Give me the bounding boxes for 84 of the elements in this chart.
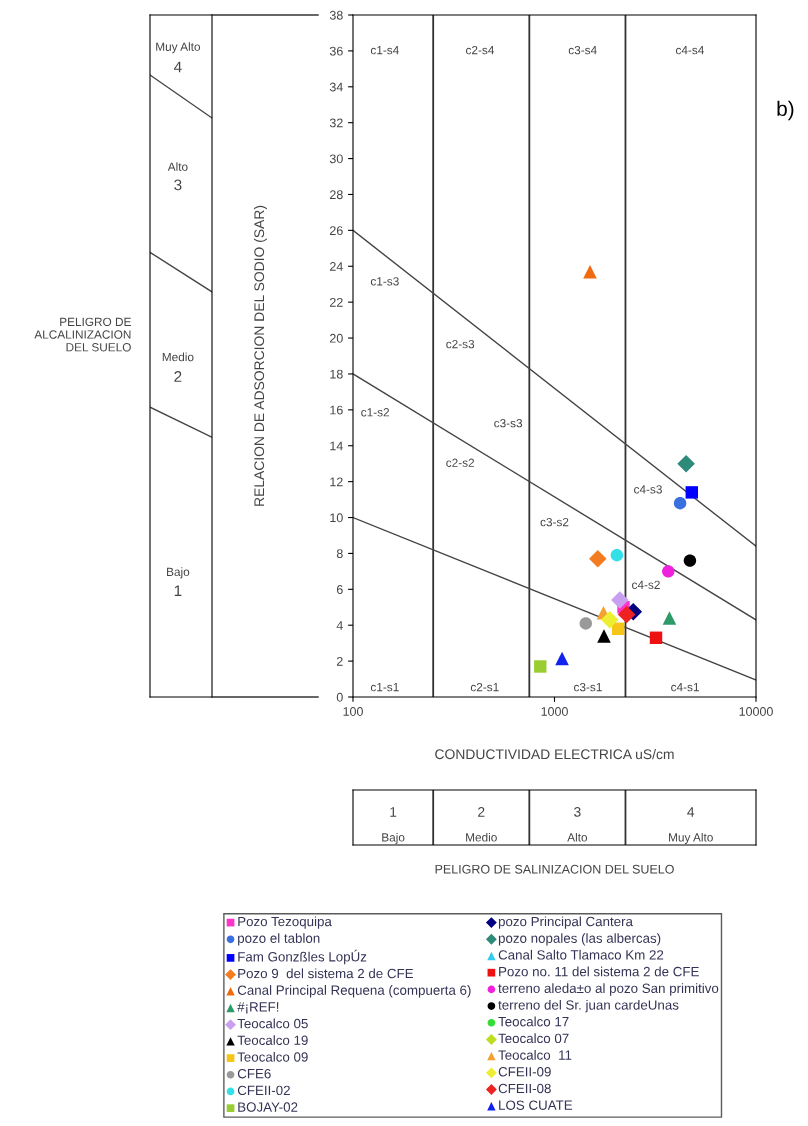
- text: Muy Alto: [156, 42, 201, 54]
- text: 2: [478, 806, 485, 817]
- legend-label: terreno aleda±o al pozo San primitivo: [498, 983, 719, 996]
- annotation: c1-s1: [370, 683, 399, 692]
- annotation: c1-s4: [370, 46, 399, 55]
- annotation: c4-s1: [671, 683, 699, 692]
- legend-label: BOJAY-02: [238, 1102, 298, 1112]
- legend-label: Teocalco 17: [498, 1016, 569, 1027]
- text: Bajo: [382, 832, 405, 844]
- y-tick-label: 8: [336, 549, 343, 559]
- annotation: c3-s3: [494, 419, 523, 428]
- text: Alto: [167, 162, 188, 171]
- annotation: c3-s2: [540, 517, 569, 527]
- legend-label: Teocalco 07: [498, 1033, 569, 1044]
- legend-label: pozo nopales (las albercas): [498, 933, 661, 946]
- y-tick-label: 24: [330, 262, 343, 271]
- legend-label: pozo Principal Cantera: [498, 916, 633, 929]
- y-tick-label: 32: [329, 118, 343, 128]
- text: Bajo: [167, 567, 190, 579]
- legend-label: Canal Salto Tlamaco Km 22: [498, 949, 664, 960]
- annotation: c3-s1: [574, 682, 602, 692]
- y-tick-label: 16: [330, 405, 343, 415]
- legend-label: Pozo 9 del sistema 2 de CFE: [238, 968, 414, 979]
- text: 4: [174, 61, 182, 73]
- annotation: c2-s4: [466, 45, 495, 55]
- annotation: c2-s2: [446, 458, 475, 467]
- text: 1: [390, 807, 397, 817]
- y-axis-title: RELACION DE ADSORCION DEL SODIO (SAR): [253, 205, 267, 506]
- y-tick-label: 4: [336, 621, 343, 630]
- text: 1: [174, 585, 182, 596]
- legend-label: Canal Principal Requena (compuerta 6): [237, 985, 471, 998]
- x-tick-label: 10000: [739, 707, 773, 716]
- y-tick-label: 28: [330, 190, 343, 200]
- text: PELIGRO DE SALINIZACION DEL SUELO: [435, 864, 674, 874]
- text: Medio: [162, 352, 194, 362]
- legend-label: CFEII-02: [237, 1085, 290, 1096]
- text: 4: [687, 807, 695, 817]
- x-tick-label: 100: [343, 707, 363, 716]
- text: Alto: [567, 832, 588, 842]
- y-tick-label: 2: [336, 656, 343, 666]
- legend-label: pozo el tablon: [238, 933, 320, 946]
- y-tick-label: 10: [330, 513, 343, 523]
- y-tick-label: 0: [336, 692, 343, 702]
- legend-label: Pozo Tezoquipa: [238, 916, 332, 929]
- text: 3: [174, 179, 182, 191]
- y-tick-label: 20: [330, 333, 343, 343]
- y-tick-label: 6: [336, 585, 343, 594]
- y-tick-label: 30: [329, 154, 343, 164]
- legend-label: terreno del Sr. juan cardeUnas: [498, 999, 679, 1013]
- legend-label: Fam Gonzßles LopÚz: [238, 949, 367, 965]
- text: Muy Alto: [669, 832, 713, 844]
- legend-label: LOS CUATE: [499, 1100, 573, 1110]
- legend-label: Teocalco 09: [237, 1051, 308, 1062]
- y-tick-label: 18: [330, 369, 343, 379]
- y-tick-label: 22: [330, 297, 343, 307]
- y-tick-label: 34: [329, 82, 343, 92]
- annotation: c3-s4: [568, 45, 597, 55]
- legend-label: CFEII-08: [498, 1083, 551, 1094]
- annotation: c2-s1: [470, 682, 499, 692]
- annotation: c1-s3: [370, 277, 399, 286]
- legend-label: #¡REF!: [237, 1002, 279, 1014]
- text: Medio: [466, 832, 497, 842]
- annotation: c4-s3: [634, 485, 662, 494]
- text: 2: [174, 371, 182, 382]
- annotation: c4-s2: [632, 580, 660, 589]
- legend-label: CFEII-09: [498, 1067, 551, 1077]
- x-axis-title: CONDUCTIVIDAD ELECTRICA uS/cm: [435, 748, 674, 760]
- annotation: c2-s3: [446, 339, 475, 349]
- text: PELIGRO DE ALCALINIZACION DEL SUELO: [34, 317, 131, 352]
- text: 3: [574, 806, 581, 817]
- legend-label: Teocalco 05: [237, 1018, 308, 1029]
- legend-label: Pozo no. 11 del sistema 2 de CFE: [499, 966, 699, 977]
- legend-label: CFE6: [237, 1068, 271, 1079]
- y-tick-label: 12: [330, 477, 343, 487]
- y-tick-label: 26: [330, 226, 343, 236]
- annotation: c1-s2: [361, 408, 390, 417]
- y-tick-label: 36: [329, 46, 343, 56]
- legend-label: Teocalco 11: [498, 1050, 572, 1060]
- y-tick-label: 38: [329, 10, 343, 20]
- legend-label: Teocalco 19: [237, 1035, 308, 1045]
- text: b): [777, 100, 794, 121]
- annotation: c4-s4: [675, 46, 704, 55]
- x-tick-label: 1000: [541, 707, 568, 716]
- y-tick-label: 14: [330, 441, 343, 451]
